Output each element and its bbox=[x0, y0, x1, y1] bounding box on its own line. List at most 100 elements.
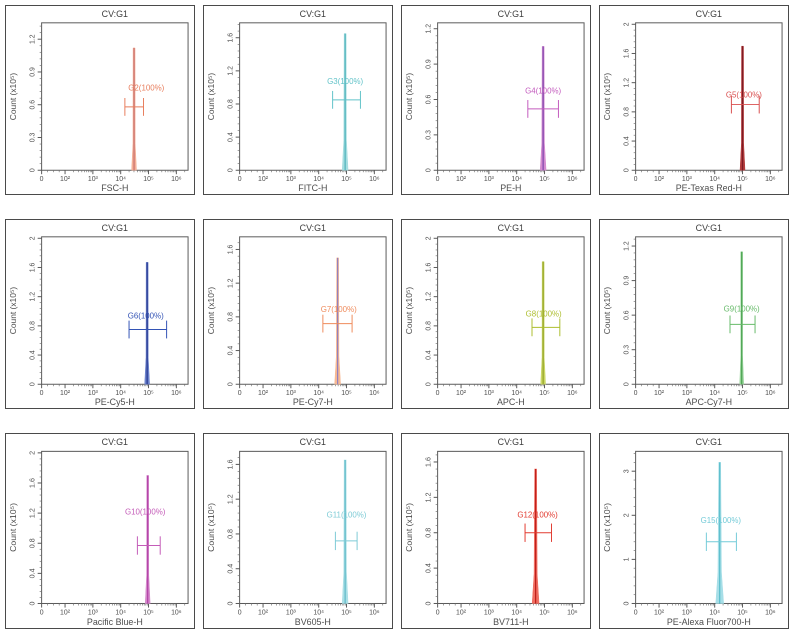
svg-text:0.3: 0.3 bbox=[30, 133, 37, 143]
histogram-plot[interactable]: CV:G1 0 0.4 0.8 1.2 1.6 Count (x10⁵) 0 10² 10³ 10⁴… bbox=[204, 220, 392, 408]
svg-text:0.8: 0.8 bbox=[30, 538, 37, 548]
gate-marker[interactable] bbox=[527, 100, 559, 118]
gate-label[interactable]: G10(100%) bbox=[125, 508, 166, 517]
svg-text:1.2: 1.2 bbox=[426, 24, 433, 34]
panel-title: CV:G1 bbox=[498, 223, 524, 233]
histogram-plot[interactable]: CV:G1 0 0.3 0.6 0.9 1.2 Count (x10⁵) 0 10² 10³ 10⁴… bbox=[600, 220, 788, 408]
histogram-plot[interactable]: CV:G1 0 0.4 0.8 1.2 1.6 Count (x10⁵) 0 10² 10³ 10⁴… bbox=[204, 434, 392, 628]
svg-text:0: 0 bbox=[228, 168, 235, 172]
gate-marker[interactable] bbox=[128, 320, 168, 339]
svg-text:1.6: 1.6 bbox=[30, 478, 37, 488]
plot-frame bbox=[635, 450, 783, 605]
x-axis-label: PE-H bbox=[500, 183, 521, 193]
histogram-panel-pe-texas-red-h[interactable]: CV:G1 0 0.4 0.8 1.2 1.6 2 Count (x10⁵) 0 10² 10³ 10… bbox=[599, 5, 789, 195]
y-axis-label: Count (x10⁵) bbox=[206, 287, 216, 335]
histogram-panel-fsc-h[interactable]: CV:G1 0 0.3 0.6 0.9 1.2 Count (x10⁵) 0 10² 10³ 10⁴… bbox=[5, 5, 195, 195]
svg-text:0.4: 0.4 bbox=[624, 136, 631, 146]
svg-text:10³: 10³ bbox=[484, 390, 495, 397]
gate-label[interactable]: G8(100%) bbox=[526, 309, 562, 318]
histogram-panel-pe-h[interactable]: CV:G1 0 0.3 0.6 0.9 1.2 Count (x10⁵) 0 10² 10³ 10⁴… bbox=[401, 5, 591, 195]
x-axis-label: BV605-H bbox=[295, 617, 331, 627]
panel-title: CV:G1 bbox=[102, 223, 128, 233]
svg-text:0: 0 bbox=[624, 168, 631, 172]
histogram-plot[interactable]: CV:G1 0 0.4 0.8 1.2 1.6 Count (x10⁵) 0 10² 10³ 10⁴… bbox=[204, 6, 392, 194]
histogram-plot[interactable]: CV:G1 0 0.3 0.6 0.9 1.2 Count (x10⁵) 0 10² 10³ 10⁴… bbox=[6, 6, 194, 194]
svg-text:10⁶: 10⁶ bbox=[171, 390, 182, 397]
panel-title: CV:G1 bbox=[498, 437, 524, 447]
gate-marker[interactable] bbox=[332, 90, 361, 109]
svg-text:10³: 10³ bbox=[682, 176, 693, 183]
x-axis-label: Pacific Blue-H bbox=[87, 617, 143, 627]
gate-marker[interactable] bbox=[124, 98, 145, 116]
svg-text:0: 0 bbox=[426, 382, 433, 386]
svg-text:1.2: 1.2 bbox=[624, 78, 631, 88]
histogram-plot[interactable]: CV:G1 0 0.4 0.8 1.2 1.6 2 Count (x10⁵) 0 10² 10³ 10… bbox=[6, 434, 194, 628]
y-axis: 0 0.4 0.8 1.2 1.6 bbox=[228, 24, 240, 172]
gate-label[interactable]: G11(100%) bbox=[327, 510, 367, 519]
svg-text:10⁶: 10⁶ bbox=[171, 610, 182, 617]
svg-text:0.3: 0.3 bbox=[426, 130, 433, 140]
svg-text:10⁴: 10⁴ bbox=[511, 176, 522, 183]
gate-label[interactable]: G12(100%) bbox=[517, 511, 558, 520]
x-axis: 0 10² 10³ 10⁴ 10⁵ 10⁶ bbox=[634, 603, 780, 617]
gate-label[interactable]: G5(100%) bbox=[726, 90, 762, 99]
histogram-panel-bv711-h[interactable]: CV:G1 0 0.4 0.8 1.2 1.6 Count (x10⁵) 0 10² 10³ 10⁴… bbox=[401, 433, 591, 629]
svg-text:2: 2 bbox=[624, 22, 631, 26]
gate-label[interactable]: G9(100%) bbox=[724, 305, 760, 314]
histogram-peak bbox=[144, 475, 151, 604]
gate-marker[interactable] bbox=[705, 532, 737, 551]
panel-title: CV:G1 bbox=[696, 437, 722, 447]
histogram-plot[interactable]: CV:G1 0 0.4 0.8 1.2 1.6 2 Count (x10⁵) 0 10² 10³ 10… bbox=[6, 220, 194, 408]
gate-label[interactable]: G7(100%) bbox=[321, 305, 357, 314]
histogram-panel-apc-cy7-h[interactable]: CV:G1 0 0.3 0.6 0.9 1.2 Count (x10⁵) 0 10² 10³ 10⁴… bbox=[599, 219, 789, 409]
x-axis: 0 10² 10³ 10⁴ 10⁵ 10⁶ bbox=[634, 170, 780, 183]
histogram-panel-pe-alexa-fluor700-h[interactable]: CV:G1 0 1 2 3 Count (x10⁵) 0 10² 10³ 10⁴ 10⁵ 10⁶ PE-… bbox=[599, 433, 789, 629]
y-axis: 0 0.3 0.6 0.9 1.2 bbox=[30, 25, 42, 172]
histogram-plot[interactable]: CV:G1 0 1 2 3 Count (x10⁵) 0 10² 10³ 10⁴ 10⁵ 10⁶ PE-… bbox=[600, 434, 788, 628]
gate-label[interactable]: G6(100%) bbox=[128, 312, 164, 321]
gate-label[interactable]: G2(100%) bbox=[128, 84, 164, 93]
gate-marker[interactable] bbox=[729, 315, 756, 334]
panel-title: CV:G1 bbox=[300, 9, 326, 19]
plot-frame bbox=[437, 450, 585, 605]
svg-text:0: 0 bbox=[238, 176, 242, 183]
svg-text:0: 0 bbox=[624, 601, 631, 605]
x-axis: 0 10² 10³ 10⁴ 10⁵ 10⁶ bbox=[238, 603, 384, 617]
histogram-panel-pe-cy5-h[interactable]: CV:G1 0 0.4 0.8 1.2 1.6 2 Count (x10⁵) 0 10² 10³ 10… bbox=[5, 219, 195, 409]
gate-marker[interactable] bbox=[524, 523, 552, 542]
svg-text:10³: 10³ bbox=[484, 176, 495, 183]
panel-title: CV:G1 bbox=[498, 9, 524, 19]
x-axis: 0 10² 10³ 10⁴ 10⁵ 10⁶ bbox=[40, 170, 186, 183]
svg-text:1.2: 1.2 bbox=[426, 292, 433, 302]
gate-marker[interactable] bbox=[322, 314, 353, 333]
svg-text:0: 0 bbox=[426, 168, 433, 172]
histogram-panel-bv605-h[interactable]: CV:G1 0 0.4 0.8 1.2 1.6 Count (x10⁵) 0 10² 10³ 10⁴… bbox=[203, 433, 393, 629]
histogram-panel-pacific-blue-h[interactable]: CV:G1 0 0.4 0.8 1.2 1.6 2 Count (x10⁵) 0 10² 10³ 10… bbox=[5, 433, 195, 629]
histogram-peak bbox=[334, 257, 341, 385]
histogram-plot[interactable]: CV:G1 0 0.4 0.8 1.2 1.6 2 Count (x10⁵) 0 10² 10³ 10… bbox=[402, 220, 590, 408]
gate-marker[interactable] bbox=[334, 531, 358, 551]
histogram-panel-fitc-h[interactable]: CV:G1 0 0.4 0.8 1.2 1.6 Count (x10⁵) 0 10² 10³ 10⁴… bbox=[203, 5, 393, 195]
histogram-plot[interactable]: CV:G1 0 0.4 0.8 1.2 1.6 Count (x10⁵) 0 10² 10³ 10⁴… bbox=[402, 434, 590, 628]
x-axis-label: PE-Alexa Fluor700-H bbox=[667, 617, 751, 627]
gate-marker[interactable] bbox=[730, 95, 760, 114]
x-axis: 0 10² 10³ 10⁴ 10⁵ 10⁶ bbox=[634, 384, 780, 397]
svg-text:10⁶: 10⁶ bbox=[567, 390, 578, 397]
gate-label[interactable]: G15(100%) bbox=[701, 516, 742, 525]
svg-text:10²: 10² bbox=[258, 610, 269, 617]
histogram-panel-apc-h[interactable]: CV:G1 0 0.4 0.8 1.2 1.6 2 Count (x10⁵) 0 10² 10³ 10… bbox=[401, 219, 591, 409]
gate-marker[interactable] bbox=[531, 318, 561, 337]
gate-label[interactable]: G4(100%) bbox=[525, 87, 561, 96]
gate-label[interactable]: G3(100%) bbox=[327, 77, 363, 86]
x-axis-label: FITC-H bbox=[298, 183, 327, 193]
y-axis-label: Count (x10⁵) bbox=[602, 73, 612, 121]
y-axis: 0 0.4 0.8 1.2 1.6 bbox=[228, 457, 240, 605]
svg-text:1.2: 1.2 bbox=[228, 494, 235, 504]
histogram-plot[interactable]: CV:G1 0 0.3 0.6 0.9 1.2 Count (x10⁵) 0 10² 10³ 10⁴… bbox=[402, 6, 590, 194]
histogram-panel-pe-cy7-h[interactable]: CV:G1 0 0.4 0.8 1.2 1.6 Count (x10⁵) 0 10² 10³ 10⁴… bbox=[203, 219, 393, 409]
svg-text:10²: 10² bbox=[258, 390, 269, 397]
gate-marker[interactable] bbox=[136, 536, 161, 555]
y-axis-label: Count (x10⁵) bbox=[602, 503, 612, 552]
histogram-plot[interactable]: CV:G1 0 0.4 0.8 1.2 1.6 2 Count (x10⁵) 0 10² 10³ 10… bbox=[600, 6, 788, 194]
y-axis-label: Count (x10⁵) bbox=[8, 503, 18, 552]
